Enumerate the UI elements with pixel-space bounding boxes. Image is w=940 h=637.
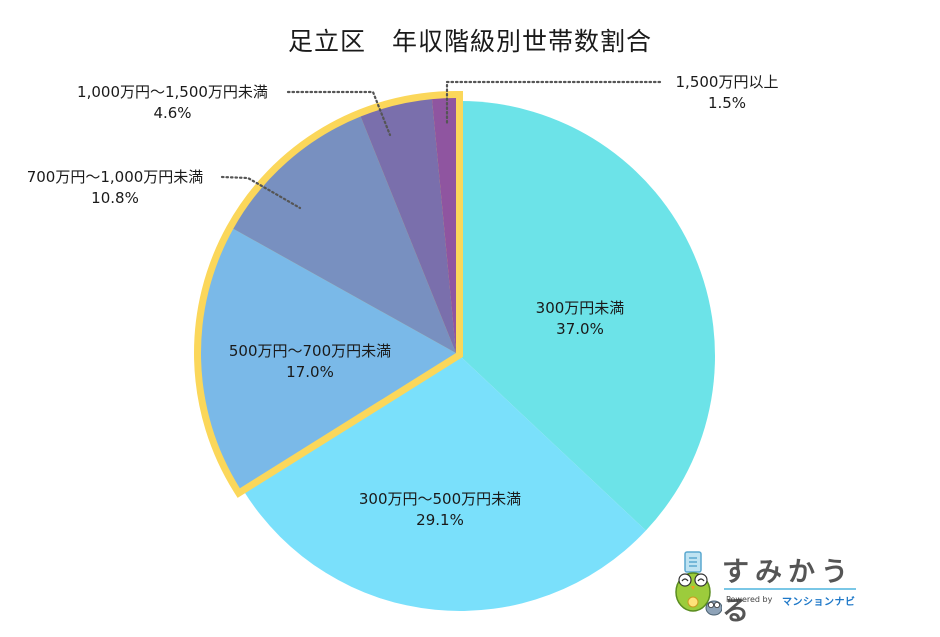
slice-label-name: 1,000万円～1,500万円未満 <box>77 83 268 101</box>
logo-divider <box>724 588 856 590</box>
pie-slice <box>460 101 716 531</box>
pie-main-slices <box>243 101 716 612</box>
logo-brand-name: マンションナビ <box>782 597 856 608</box>
slice-label-value: 4.6% <box>153 104 192 122</box>
slice-label-value: 29.1% <box>416 511 464 529</box>
pie-slice <box>233 116 456 353</box>
slice-label-value: 37.0% <box>556 320 604 338</box>
slice-label-300-500: 300万円～500万円未満 29.1% <box>340 489 540 531</box>
leader-lines <box>220 80 662 210</box>
slice-label-name: 1,500万円以上 <box>675 73 779 91</box>
slice-label-value: 10.8% <box>91 189 139 207</box>
slice-label-1000-1500: 1,000万円～1,500万円未満 4.6% <box>60 82 285 124</box>
slice-label-500-700: 500万円～700万円未満 17.0% <box>210 341 410 383</box>
chart-title: 足立区 年収階級別世帯数割合 <box>0 22 940 58</box>
pie-slice <box>360 99 456 353</box>
slice-label-name: 500万円～700万円未満 <box>228 342 392 360</box>
brand-logo: すみかうる Powered by マンションナビ <box>672 548 862 627</box>
leader-line-1500-plus <box>445 80 662 127</box>
slice-label-name: 700万円～1,000万円未満 <box>26 168 204 186</box>
pie-highlight-group <box>194 90 463 498</box>
pie-slice <box>432 98 456 353</box>
slice-label-value: 1.5% <box>707 94 747 112</box>
logo-wordmark: すみかうる <box>722 557 854 627</box>
slice-label-name: 300万円未満 <box>535 299 625 317</box>
title-ward: 足立区 <box>287 27 366 56</box>
slice-label-700-1000: 700万円～1,000万円未満 10.8% <box>10 167 220 209</box>
logo-powered-by: Powered by <box>726 595 773 604</box>
slice-label-value: 17.0% <box>286 363 334 381</box>
mascot-icon <box>675 551 722 616</box>
slice-label-under-300: 300万円未満 37.0% <box>520 298 640 340</box>
pie-slice <box>243 356 646 612</box>
slice-label-name: 300万円～500万円未満 <box>358 490 522 508</box>
slice-label-1500-plus: 1,500万円以上 1.5% <box>662 72 792 114</box>
title-subject: 年収階級別世帯数割合 <box>392 27 653 56</box>
pie-slice <box>200 228 456 489</box>
leader-line-700-1000 <box>220 175 302 210</box>
leader-line-1000-1500 <box>286 90 392 137</box>
